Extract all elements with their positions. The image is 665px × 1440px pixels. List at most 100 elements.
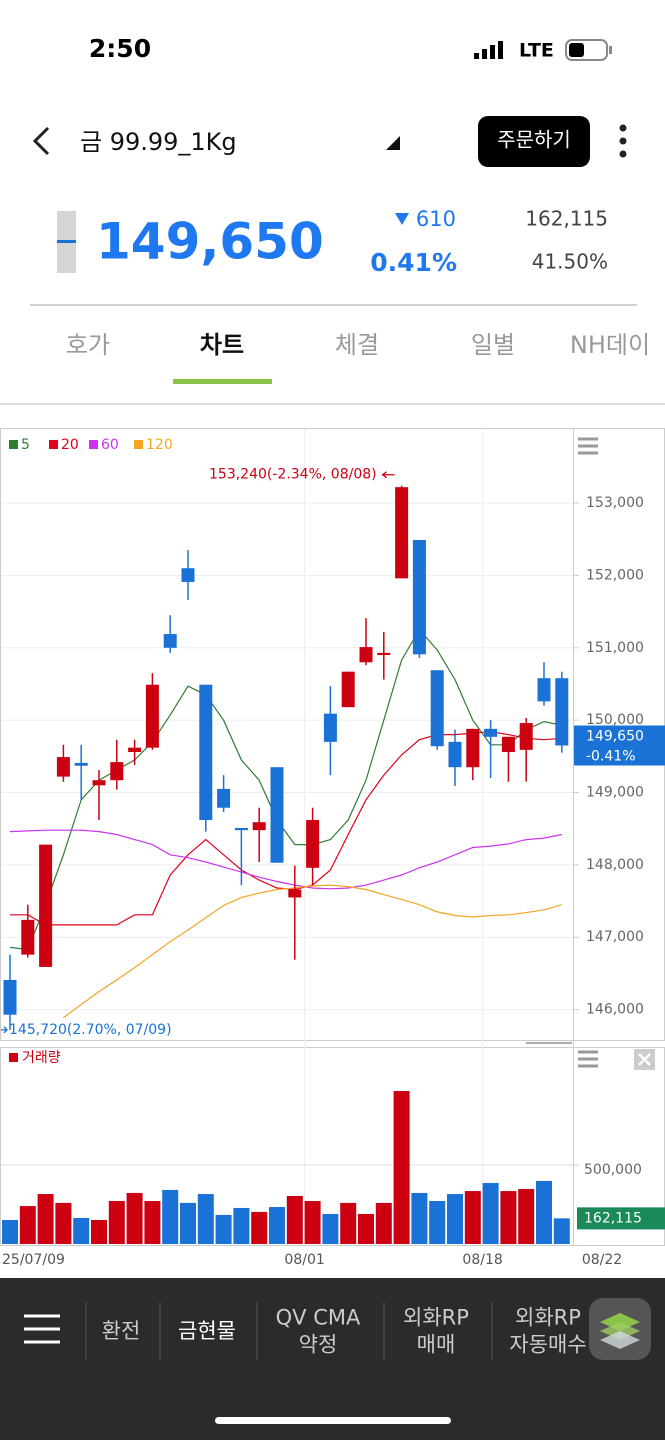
signal-icon <box>474 41 503 59</box>
bottom-nav <box>0 1278 665 1440</box>
ma-line <box>63 884 562 1019</box>
volume: 162,115 <box>525 207 608 231</box>
volume-bar <box>393 1090 410 1244</box>
nav-item[interactable]: QV CMA <box>276 1306 361 1330</box>
y-tick-label: 150,000 <box>586 712 644 728</box>
volume-bar <box>37 1194 54 1244</box>
battery-icon <box>565 39 612 61</box>
tab[interactable]: 일별 <box>471 331 515 359</box>
tab-indicator <box>173 379 272 384</box>
tab[interactable]: 체결 <box>335 331 379 359</box>
back-button[interactable] <box>32 126 50 156</box>
y-tick-label: 153,000 <box>586 495 644 511</box>
high-arrow <box>381 471 395 479</box>
nav-item[interactable]: 외화RP <box>515 1306 581 1330</box>
price: 149,650 <box>96 213 324 271</box>
candle-body <box>519 723 533 750</box>
candle-body <box>395 487 409 579</box>
volume-bar <box>358 1213 374 1244</box>
candle-body <box>412 539 426 655</box>
candle-body <box>145 684 159 748</box>
panel-menu[interactable] <box>578 1050 598 1068</box>
candle-body <box>377 652 391 656</box>
change: 610 <box>416 207 456 231</box>
legend-label: 120 <box>146 437 173 453</box>
volume-bar <box>126 1192 143 1244</box>
nav-item[interactable]: 자동매수 <box>509 1333 586 1357</box>
legend-label: 거래량 <box>22 1050 61 1066</box>
volume-bar <box>144 1201 161 1244</box>
layers-button[interactable] <box>589 1298 651 1360</box>
order-button-label[interactable]: 주문하기 <box>497 128 571 152</box>
volume-bar <box>162 1189 179 1244</box>
title[interactable]: 금 99.99_1Kg <box>80 128 237 156</box>
dropdown-icon[interactable] <box>386 136 400 150</box>
x-tick-label: 25/07/09 <box>2 1252 65 1268</box>
candle-body <box>199 684 213 821</box>
candle-body <box>234 827 248 831</box>
nav-item[interactable]: 환전 <box>102 1319 141 1343</box>
volume-bar <box>91 1219 107 1244</box>
volume-bar <box>340 1202 357 1244</box>
y-tick-label: 149,000 <box>586 785 644 801</box>
down-arrow <box>395 213 409 225</box>
nav-item[interactable]: 외화RP <box>403 1306 469 1330</box>
candle-body <box>430 670 444 747</box>
y-tick-label: 146,000 <box>586 1002 644 1018</box>
volume-bar <box>233 1207 250 1244</box>
candle-body <box>21 919 35 955</box>
candle-body <box>128 747 142 753</box>
tab[interactable]: 호가 <box>66 331 110 359</box>
tab[interactable]: NH데이 <box>570 331 650 359</box>
nav-item[interactable]: 매매 <box>417 1333 456 1357</box>
candle-body <box>217 788 231 808</box>
volume-bar <box>447 1194 463 1244</box>
candle-body <box>341 671 355 708</box>
volume-bar <box>553 1218 570 1244</box>
nav-item[interactable]: 약정 <box>299 1333 338 1357</box>
legend-label: 60 <box>101 437 119 453</box>
candle-body <box>323 713 337 742</box>
legend-swatch <box>89 440 98 449</box>
volume-bar <box>304 1201 321 1244</box>
volume-bar <box>197 1194 214 1244</box>
network: LTE <box>519 40 554 62</box>
legend-label: 20 <box>61 437 79 453</box>
panel-menu[interactable] <box>578 437 598 455</box>
legend-swatch <box>9 440 18 449</box>
candle-body <box>288 889 302 898</box>
ma-line <box>9 829 562 890</box>
x-tick-label: 08/01 <box>284 1252 324 1268</box>
order-button[interactable] <box>478 116 590 167</box>
candle-body <box>306 820 320 868</box>
candle-body <box>359 647 373 663</box>
price-tag-change: -0.41% <box>586 748 636 764</box>
candle-body <box>110 762 124 781</box>
volume-bar <box>2 1219 18 1244</box>
volume-bar <box>108 1201 125 1244</box>
volume-bar <box>19 1206 36 1244</box>
volume-bar <box>518 1188 535 1244</box>
close-panel[interactable] <box>634 1049 655 1070</box>
price-tag-label: 149,650 <box>586 728 644 744</box>
nav-item[interactable]: 금현물 <box>178 1319 236 1343</box>
candle-body <box>448 741 462 768</box>
legend-swatch <box>9 1053 18 1062</box>
volume-bar <box>286 1195 303 1244</box>
y-tick-label: 500,000 <box>584 1162 642 1178</box>
more-button[interactable] <box>619 124 627 158</box>
volume-bar <box>464 1191 481 1244</box>
tab[interactable]: 차트 <box>200 331 244 359</box>
clock: 2:50 <box>89 34 151 63</box>
menu-button[interactable] <box>24 1314 60 1344</box>
legend-swatch <box>134 440 143 449</box>
candle-body <box>466 728 480 768</box>
high-annotation: 153,240(-2.34%, 08/08) <box>209 467 377 483</box>
y-tick-label: 148,000 <box>586 857 644 873</box>
volume-bar <box>375 1202 392 1244</box>
y-tick-label: 151,000 <box>586 640 644 656</box>
volume-bar <box>322 1213 339 1244</box>
y-tick-label: 147,000 <box>586 929 644 945</box>
